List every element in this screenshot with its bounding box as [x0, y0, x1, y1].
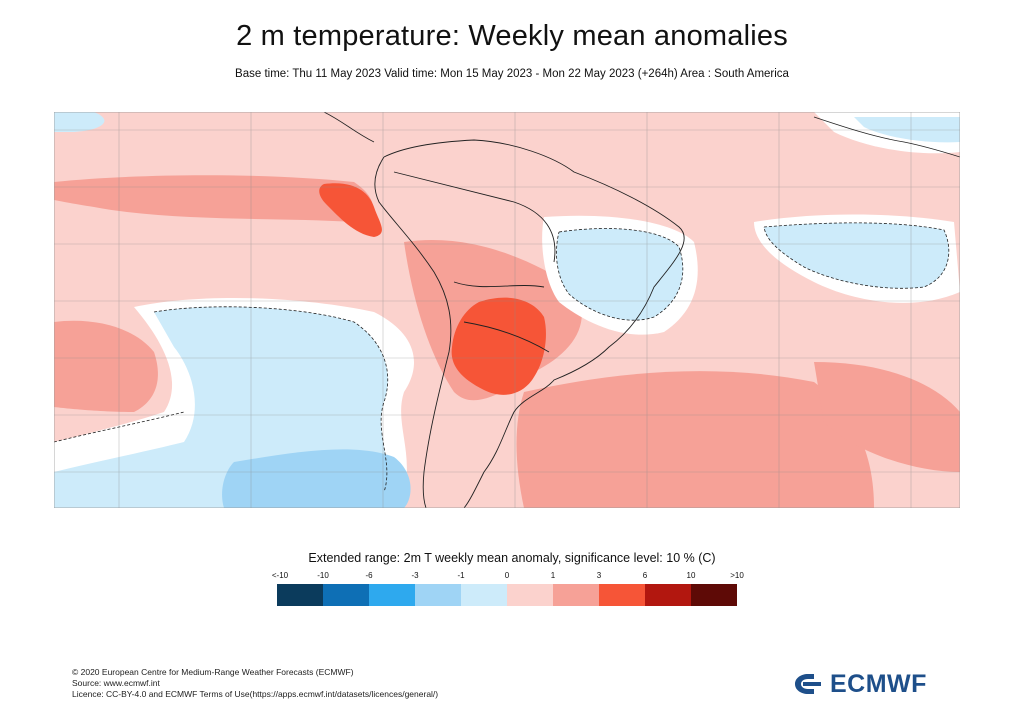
legend-tick: 1 — [550, 571, 556, 580]
legend-colorbar — [277, 584, 737, 606]
credits: © 2020 European Centre for Medium-Range … — [72, 667, 438, 700]
cool-tropical-atlantic — [764, 222, 949, 289]
legend-tick: 6 — [642, 571, 648, 580]
credit-line: © 2020 European Centre for Medium-Range … — [72, 667, 354, 677]
warm-south-atlantic — [516, 371, 874, 508]
cool-northwest-corner — [54, 112, 105, 132]
legend-swatch — [323, 584, 369, 606]
legend-swatch — [461, 584, 507, 606]
ecmwf-logo: ECMWF — [790, 669, 927, 698]
chart-subtitle: Base time: Thu 11 May 2023 Valid time: M… — [235, 68, 789, 80]
warm-patch-pacific-south — [54, 320, 158, 412]
cold-south-pacific — [222, 449, 411, 508]
legend-swatch — [369, 584, 415, 606]
anomaly-map — [54, 112, 960, 508]
legend-swatch — [277, 584, 323, 606]
legend-tick: -1 — [457, 571, 465, 580]
legend-tick: 3 — [596, 571, 602, 580]
legend-swatch — [507, 584, 553, 606]
legend-swatch — [415, 584, 461, 606]
credit-line: Source: www.ecmwf.int — [72, 678, 160, 688]
warm-east-atlantic — [814, 362, 960, 472]
legend-tick: -3 — [411, 571, 419, 580]
legend-swatch — [553, 584, 599, 606]
strong-warm-paraguay-argentina — [451, 297, 546, 395]
legend-swatch — [691, 584, 737, 606]
legend-tick: 0 — [504, 571, 510, 580]
strong-warm-peru-coast — [319, 183, 382, 237]
ecmwf-logo-icon — [795, 674, 821, 694]
legend-swatch — [645, 584, 691, 606]
significance-contours — [54, 222, 950, 493]
legend-tick: -6 — [365, 571, 373, 580]
cool-brazil-highlands — [556, 228, 683, 321]
legend-tick: 10 — [686, 571, 696, 580]
legend-tick: >10 — [730, 571, 744, 580]
legend-tick: <-10 — [271, 571, 289, 580]
legend-swatch — [599, 584, 645, 606]
cool-caribbean — [854, 117, 960, 143]
chart-title: 2 m temperature: Weekly mean anomalies — [236, 20, 788, 52]
legend-tick: -10 — [317, 571, 329, 580]
lat-lon-grid — [54, 112, 960, 508]
continent-outline — [374, 139, 685, 508]
legend-title: Extended range: 2m T weekly mean anomaly… — [308, 551, 716, 565]
caribbean-outline — [323, 112, 960, 158]
ecmwf-logo-text: ECMWF — [830, 669, 927, 698]
credit-line: Licence: CC-BY-4.0 and ECMWF Terms of Us… — [72, 689, 439, 699]
